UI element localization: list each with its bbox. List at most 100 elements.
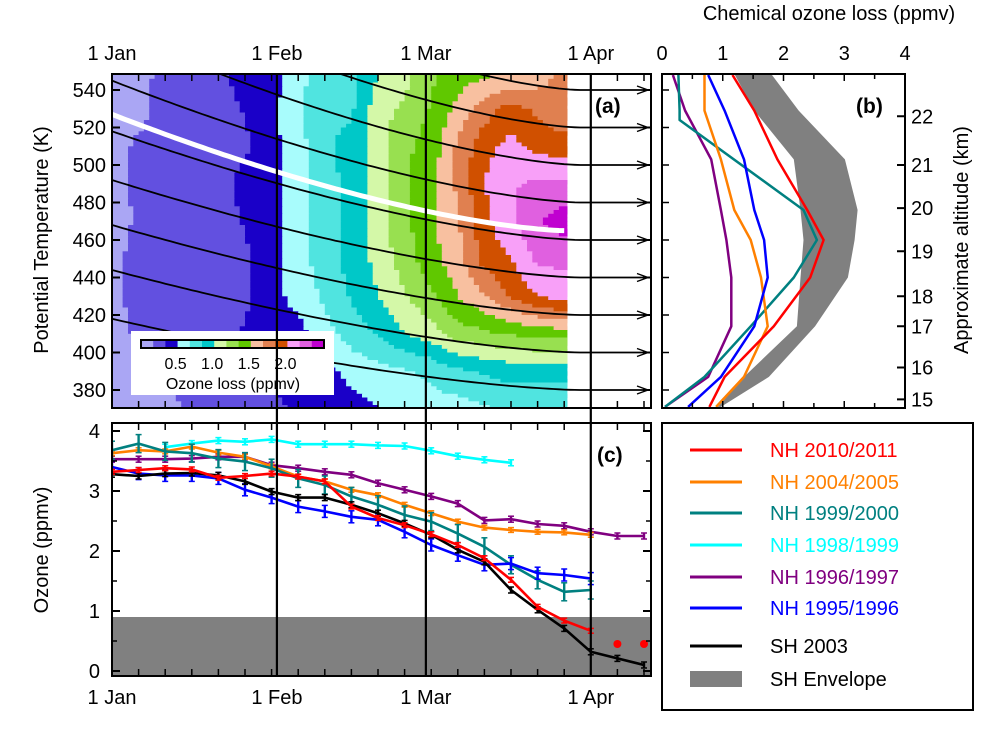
contour-cell — [388, 165, 411, 170]
contour-cell — [436, 191, 459, 196]
contour-cell — [367, 161, 390, 166]
contour-cell — [537, 315, 568, 320]
contour-cell — [378, 360, 438, 365]
contour-cell — [133, 213, 241, 219]
contour-cell — [303, 131, 342, 136]
contour-cell — [394, 266, 422, 271]
contour-cell — [112, 356, 150, 361]
contour-cell — [516, 266, 555, 271]
contour-cell — [388, 123, 422, 129]
colorbar-swatch — [153, 340, 166, 348]
contour-cell — [133, 221, 241, 226]
contour-cell — [133, 217, 241, 222]
contour-cell — [112, 138, 134, 144]
contour-cell — [282, 157, 310, 162]
contour-cell — [457, 135, 480, 140]
contour-cell — [409, 195, 438, 200]
contour-cell — [314, 270, 342, 275]
contour-cell — [404, 90, 432, 95]
contour-cell — [340, 127, 368, 132]
contour-cell — [479, 127, 555, 132]
contour-cell — [112, 195, 129, 200]
contour-cell — [340, 247, 368, 252]
contour-cell — [505, 288, 533, 294]
contour-cell — [308, 247, 342, 252]
contour-cell — [122, 255, 251, 260]
contour-cell — [463, 90, 501, 95]
contour-cell — [282, 82, 310, 87]
contour-cell — [457, 210, 475, 215]
contour-cell — [250, 247, 283, 252]
contour-cell — [112, 93, 150, 99]
contour-cell — [473, 236, 496, 241]
contour-cell — [346, 288, 379, 294]
month-lines — [275, 74, 592, 676]
contour-cell — [276, 123, 305, 129]
contour-cell — [367, 210, 390, 215]
contour-cell — [372, 266, 395, 271]
contour-cell — [282, 206, 310, 211]
contour-cell — [548, 225, 568, 230]
contour-cell — [388, 195, 411, 200]
contour-cell — [239, 326, 305, 331]
panel-c-ylabel: Ozone (ppmv) — [31, 487, 53, 614]
contour-cell — [420, 262, 443, 267]
contour-cell — [149, 86, 235, 91]
contour-cell — [367, 397, 470, 402]
contour-cell — [143, 120, 246, 125]
contour-cell — [457, 213, 475, 219]
contour-cell — [479, 285, 501, 290]
contour-cell — [484, 292, 507, 297]
contour-cell — [340, 243, 368, 249]
contour-cell — [128, 161, 241, 166]
contour-cell — [340, 262, 374, 267]
colorbar-swatch — [226, 340, 239, 348]
contour-cell — [447, 120, 464, 125]
contour-cell — [346, 378, 427, 384]
contour-cell — [468, 161, 491, 166]
contour-cell — [303, 127, 342, 132]
contour-cell — [112, 213, 134, 219]
contour-cell — [128, 311, 246, 316]
contour-cell — [404, 292, 438, 297]
contour-cell — [388, 228, 411, 234]
contour-cell — [388, 341, 432, 346]
loss-profile-line — [708, 74, 825, 408]
contour-cell — [133, 210, 241, 215]
y2-tick-label: 17 — [911, 316, 933, 338]
contour-cell — [128, 315, 246, 320]
contour-cell — [473, 303, 501, 309]
contour-cell — [128, 176, 235, 181]
contour-cell — [282, 397, 368, 402]
contour-cell — [112, 232, 129, 237]
contour-cell — [303, 135, 336, 140]
contour-cell — [548, 296, 568, 301]
contour-cell — [234, 191, 283, 196]
contour-cell — [409, 82, 438, 87]
contour-cell — [282, 161, 310, 166]
contour-cell — [282, 401, 374, 406]
contour-cell — [330, 363, 390, 369]
contour-cell — [553, 326, 568, 331]
contour-cell — [367, 150, 390, 155]
contour-cell — [324, 356, 368, 361]
contour-cell — [394, 112, 427, 117]
contour-cell — [473, 232, 496, 237]
contour-cell — [378, 292, 406, 297]
contour-cell — [537, 292, 568, 297]
contour-cell — [112, 300, 124, 305]
contour-cell — [511, 255, 533, 260]
contour-cell — [319, 352, 363, 357]
y-tick-label: 480 — [73, 193, 106, 215]
contour-cell — [388, 225, 411, 230]
contour-cell — [367, 213, 390, 219]
contour-cell — [484, 311, 523, 316]
contour-cell — [112, 82, 150, 87]
contour-cell — [282, 183, 310, 189]
contour-cell — [447, 307, 480, 312]
contour-cell — [282, 213, 310, 219]
contour-cell — [112, 251, 124, 256]
contour-cell — [128, 236, 246, 241]
contour-cell — [383, 337, 422, 342]
y2-tick-label: 21 — [911, 155, 933, 177]
